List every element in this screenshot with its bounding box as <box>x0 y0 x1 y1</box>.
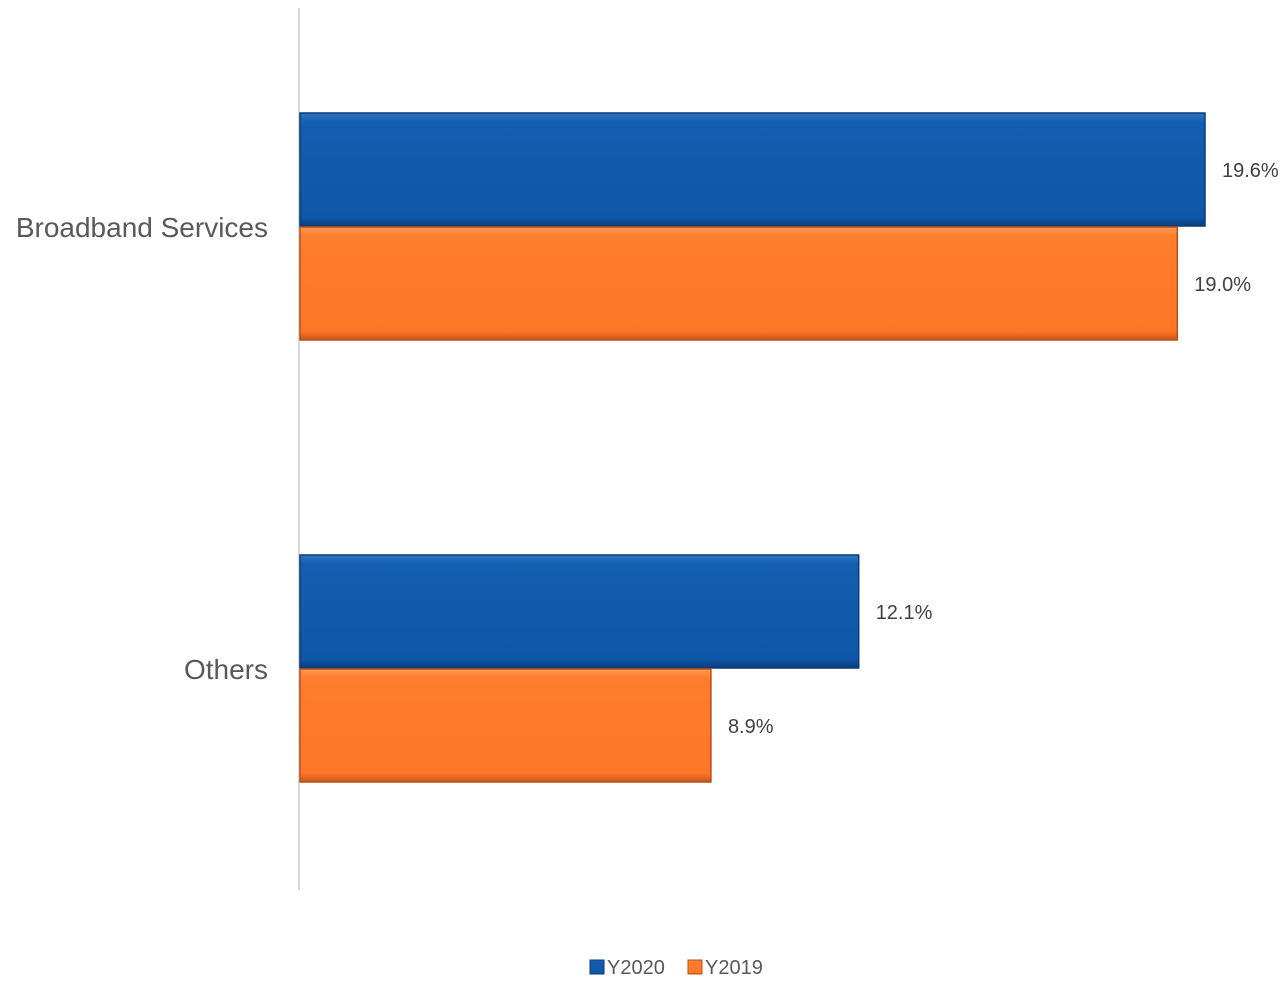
legend: Y2020 Y2019 <box>589 957 763 979</box>
data-label-y2020-1: 12.1% <box>876 602 933 624</box>
category-label-1: Others <box>184 654 268 685</box>
bar-y2020-1 <box>299 554 860 669</box>
data-labels: 19.6% 19.0% 12.1% 8.9% <box>728 160 1279 738</box>
legend-label-y2019: Y2019 <box>705 957 763 979</box>
bars-layer <box>299 112 1206 783</box>
legend-swatch-y2020 <box>589 959 605 975</box>
bar-y2019-0 <box>299 226 1179 341</box>
bar-y2019-1 <box>299 668 712 783</box>
data-label-y2019-0: 19.0% <box>1194 274 1251 296</box>
data-label-y2019-1: 8.9% <box>728 716 774 738</box>
legend-swatch-y2019 <box>687 959 703 975</box>
category-labels: Broadband Services Others <box>16 212 268 685</box>
data-label-y2020-0: 19.6% <box>1222 160 1279 182</box>
category-label-0: Broadband Services <box>16 212 268 243</box>
legend-label-y2020: Y2020 <box>607 957 665 979</box>
bar-y2020-0 <box>299 112 1206 227</box>
